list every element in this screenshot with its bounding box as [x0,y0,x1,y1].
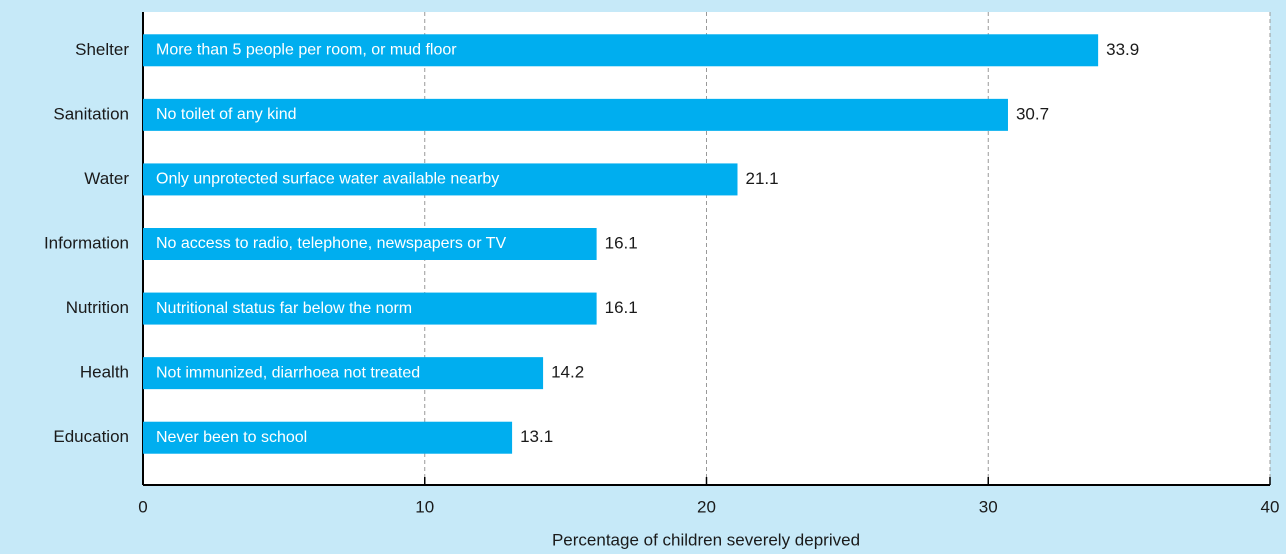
bar-annotation: Only unprotected surface water available… [156,171,499,188]
y-tick-label: Education [53,427,129,446]
y-tick-label: Nutrition [66,298,129,317]
data-label: 13.1 [520,427,553,446]
x-tick-label: 40 [1261,497,1280,516]
data-label: 16.1 [605,298,638,317]
x-tick-label: 0 [138,497,147,516]
x-axis-label: Percentage of children severely deprived [552,530,860,549]
y-tick-label: Shelter [75,40,129,59]
y-tick-label: Sanitation [53,104,129,123]
bar [143,292,597,325]
y-tick-label: Information [44,233,129,252]
y-tick-label: Health [80,363,129,382]
data-label: 30.7 [1016,104,1049,123]
y-tick-label: Water [84,169,129,188]
data-label: 33.9 [1106,40,1139,59]
data-label: 21.1 [745,169,778,188]
bar-annotation: No toilet of any kind [156,106,297,123]
bar [143,98,1008,131]
x-tick-label: 10 [415,497,434,516]
x-tick-label: 30 [979,497,998,516]
data-label: 16.1 [605,233,638,252]
bar [143,421,513,454]
bar [143,163,738,196]
bar-annotation: Never been to school [156,429,307,446]
data-label: 14.2 [551,363,584,382]
bar [143,34,1099,67]
bar [143,357,544,390]
bar-annotation: More than 5 people per room, or mud floo… [156,42,457,59]
bar-annotation: Nutritional status far below the norm [156,300,412,317]
bar [143,228,597,260]
bar-annotation: Not immunized, diarrhoea not treated [156,364,420,381]
bar-annotation: No access to radio, telephone, newspaper… [156,235,506,252]
x-tick-label: 20 [697,497,716,516]
